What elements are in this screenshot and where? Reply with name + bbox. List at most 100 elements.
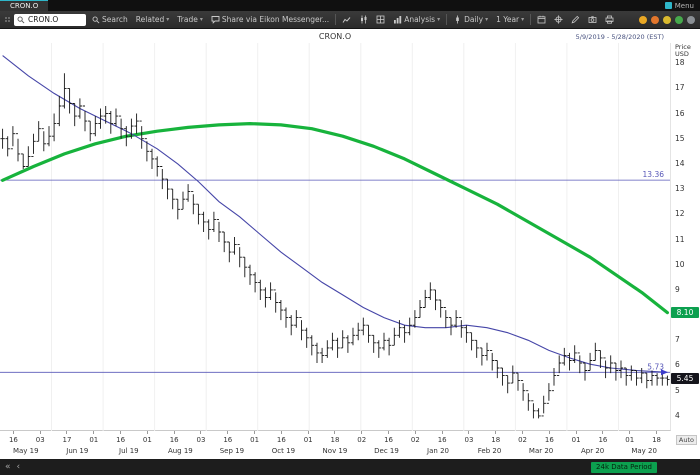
x-axis-tick [161,431,188,435]
grid-layout-icon [376,15,385,24]
x-axis-tick [563,431,590,435]
analysis-label: Analysis [404,15,436,24]
trade-label: Trade [177,15,198,24]
y-axis-label: 9 [675,284,680,294]
line-chart-type-button[interactable] [338,11,355,28]
x-axis-tick [643,431,670,435]
y-axis-label: 5 [675,385,680,395]
window-titlebar: CRON.O Menu [0,0,700,11]
data-period-badge[interactable]: 24k Data Period [591,461,657,473]
app-tab-label: CRON.O [10,2,39,10]
chevron-down-icon: ▾ [166,15,170,23]
x-axis-tick [241,431,268,435]
x-axis-tick [616,431,643,435]
calendar-button[interactable] [533,11,550,28]
scroll-left-fast-button[interactable]: « [5,462,11,472]
x-axis-tick [509,431,536,435]
calendar-icon [537,15,546,24]
chart-date-range: 5/9/2019 - 5/28/2020 (EST) [575,33,664,41]
x-axis-tick [429,431,456,435]
level-lines [0,179,670,373]
symbol-input-value: CRON.O [28,15,59,24]
main-toolbar: CRON.O Search Related ▾ Trade ▾ Share vi… [0,11,700,29]
y-axis-label: 6 [675,360,680,370]
ohlc-bars [0,73,670,419]
search-icon [92,16,100,23]
y-axis: Price USD 1817161514131211109876548.105.… [671,43,700,431]
x-axis-tick [295,431,322,435]
x-axis-month-label: Dec 19 [374,447,399,455]
app-grip-icon[interactable] [5,17,10,22]
layout-grid-button[interactable] [372,11,389,28]
analysis-dropdown[interactable]: Analysis ▾ [389,11,444,28]
x-axis-day-label: 01 [89,436,99,444]
share-label: Share via Eikon Messenger... [221,15,330,24]
price-badge: 8.10 [671,306,699,318]
trade-dropdown[interactable]: Trade ▾ [173,11,207,28]
x-axis-tick [134,431,161,435]
y-axis-label: 7 [675,335,680,345]
level-label: 13.36 [643,170,665,179]
notification-alert-icon[interactable] [651,15,659,24]
x-axis-month-label: Jan 20 [427,447,449,455]
y-axis-label: 13 [675,184,685,194]
y-axis-label: 11 [675,234,685,244]
x-axis-day-label: 02 [518,436,527,444]
x-axis-month-row: May 19 Jun 19 Jul 19 Aug 19 Sep 19 Oct 19 Nov … [0,446,670,459]
clock-alert-icon[interactable] [639,15,647,24]
y-axis-label: 12 [675,209,685,219]
long-ma-line [1,122,669,315]
snapshot-button[interactable] [584,11,601,28]
price-chart[interactable]: 13.36 5.73 [0,43,671,431]
candlestick-icon [456,15,459,24]
x-axis-month-label: Aug 19 [167,447,193,455]
app-tab-cron[interactable]: CRON.O [0,0,49,11]
bar-chart-icon [394,16,402,24]
chart-title: CRON.O [318,32,352,41]
x-axis-month-label: May 19 [12,447,39,455]
pencil-icon [571,15,580,24]
range-dropdown[interactable]: 1 Year ▾ [492,11,528,28]
x-axis-day-label: 18 [491,436,501,444]
candle-chart-type-button[interactable] [355,11,372,28]
x-axis-day-label: 18 [652,436,661,444]
share-messenger-button[interactable]: Share via Eikon Messenger... [207,11,333,28]
short-ma-line [2,55,668,373]
warning-alert-icon[interactable] [663,15,671,24]
toolbar-separator [530,14,532,25]
candlestick-icon [361,15,367,24]
x-axis-tick [375,431,402,435]
symbol-search-input[interactable]: CRON.O [14,13,86,26]
messenger-status-icon[interactable] [675,15,683,24]
related-label: Related [135,15,165,24]
x-axis-month-label: Sep 19 [219,447,245,455]
related-dropdown[interactable]: Related ▾ [132,11,174,28]
axis-auto-scale-badge[interactable]: Auto [675,435,697,445]
crosshair-button[interactable] [550,11,567,28]
x-axis-day-label: 03 [35,436,45,444]
chart-region: CRON.O 5/9/2019 - 5/28/2020 (EST) 13.36 5… [0,29,700,459]
chart-body: 13.36 5.73 Price USD 18 17 16 15 14 13 12 11 10 9 8… [0,43,700,431]
crosshair-icon [554,15,563,24]
x-axis-tick [348,431,375,435]
price-chart-canvas[interactable]: 13.36 5.73 [0,43,670,431]
menu-button[interactable]: Menu [659,0,700,11]
x-axis-day-label: 02 [410,436,420,444]
draw-button[interactable] [567,11,584,28]
x-axis-tick [402,431,429,435]
x-axis-day-label: 01 [571,436,581,444]
level-label: 5.73 [647,362,664,371]
y-axis-title: Price USD [675,44,691,58]
search-button[interactable]: Search [88,11,132,28]
x-axis-day-label: 03 [196,436,206,444]
line-chart-icon [342,17,351,23]
x-axis-tick [456,431,483,435]
x-axis-tick [590,431,617,435]
x-axis-day-label: 16 [223,436,233,444]
x-axis-day-label: 01 [250,436,260,444]
interval-dropdown[interactable]: Daily ▾ [449,11,492,28]
chevron-down-icon: ▾ [485,15,489,23]
scroll-left-button[interactable]: ‹ [16,462,21,472]
settings-gear-icon[interactable] [687,15,695,24]
print-button[interactable] [601,11,618,28]
